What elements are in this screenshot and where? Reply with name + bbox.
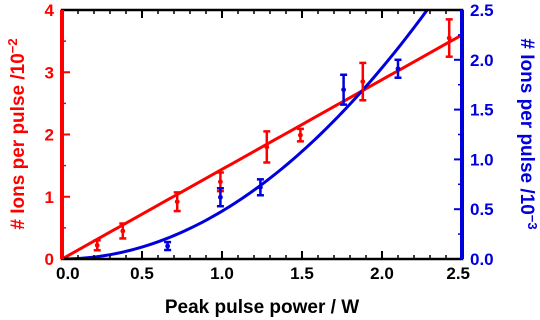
y-right-tick-label-5: 2.5 bbox=[470, 1, 494, 20]
blue-data-point-2 bbox=[258, 185, 263, 190]
y-left-tick-label-3: 3 bbox=[45, 63, 54, 82]
left-axis-title: # Ions per pulse /10−2 bbox=[5, 38, 29, 229]
y-left-tick-label-1: 1 bbox=[45, 188, 54, 207]
blue-data-point-0 bbox=[165, 244, 170, 249]
x-tick-label-2: 1.0 bbox=[210, 264, 234, 283]
red-data-point-5 bbox=[298, 133, 303, 138]
red-data-point-3 bbox=[218, 179, 223, 184]
y-right-tick-label-1: 0.5 bbox=[470, 200, 494, 219]
red-data-point-6 bbox=[360, 79, 365, 84]
x-axis-title: Peak pulse power / W bbox=[165, 297, 359, 318]
x-tick-label-1: 0.5 bbox=[130, 264, 154, 283]
blue-data-point-1 bbox=[218, 195, 223, 200]
red-data-point-1 bbox=[120, 229, 125, 234]
red-data-point-0 bbox=[95, 243, 100, 248]
y-left-tick-label-2: 2 bbox=[45, 126, 54, 145]
blue-data-point-3 bbox=[341, 87, 346, 92]
y-right-tick-label-2: 1.0 bbox=[470, 150, 494, 169]
y-left-tick-label-0: 0 bbox=[45, 250, 54, 269]
left-axis-spine bbox=[60, 10, 64, 259]
plot-frame bbox=[62, 10, 462, 259]
right-axis-spine bbox=[460, 10, 464, 259]
x-tick-label-0: 0.0 bbox=[56, 264, 80, 283]
right-axis-title: # Ions per pulse /10−3 bbox=[516, 38, 540, 229]
x-tick-label-4: 2.0 bbox=[370, 264, 394, 283]
y-right-tick-label-3: 1.5 bbox=[470, 101, 494, 120]
x-tick-label-5: 2.5 bbox=[446, 264, 470, 283]
y-left-tick-label-4: 4 bbox=[45, 1, 55, 20]
left-axis-title-exponent: −2 bbox=[5, 38, 20, 53]
blue-fit-curve bbox=[62, 0, 462, 259]
red-data-point-7 bbox=[447, 36, 452, 41]
blue-data-point-4 bbox=[396, 66, 401, 71]
red-data-point-4 bbox=[264, 145, 269, 150]
x-tick-label-3: 1.5 bbox=[290, 264, 314, 283]
y-right-tick-label-0: 0.0 bbox=[470, 250, 494, 269]
red-data-point-2 bbox=[175, 199, 180, 204]
right-axis-title-exponent: −3 bbox=[525, 215, 540, 230]
y-right-tick-label-4: 2.0 bbox=[470, 51, 494, 70]
